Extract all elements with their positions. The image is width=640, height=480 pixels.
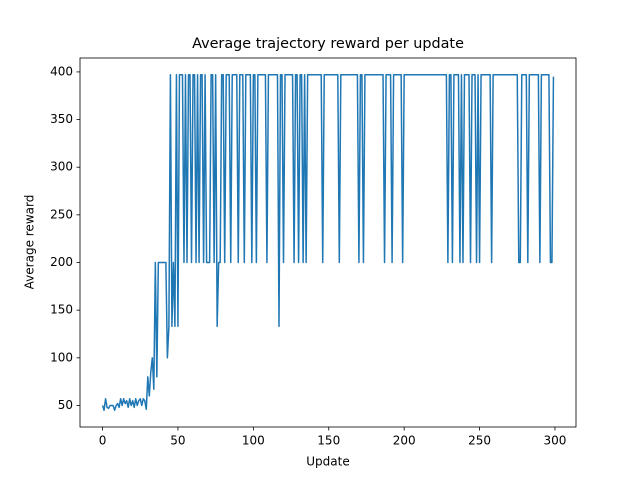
x-tick-label: 100 bbox=[242, 434, 265, 448]
x-tick-label: 0 bbox=[99, 434, 107, 448]
plot-frame bbox=[79, 57, 577, 428]
chart-title: Average trajectory reward per update bbox=[192, 36, 464, 52]
x-tick-label: 200 bbox=[393, 434, 416, 448]
x-tick-label: 50 bbox=[170, 434, 185, 448]
y-tick-label: 50 bbox=[58, 398, 73, 412]
x-tick-label: 250 bbox=[468, 434, 491, 448]
y-axis-label: Average reward bbox=[23, 195, 37, 290]
y-tick-label: 350 bbox=[50, 112, 73, 126]
x-tick-label: 300 bbox=[544, 434, 567, 448]
y-tick-label: 100 bbox=[50, 350, 73, 364]
line bbox=[101, 74, 555, 411]
x-axis-label: Update bbox=[306, 455, 349, 469]
y-tick-label: 250 bbox=[50, 207, 73, 221]
x-tick-label: 150 bbox=[317, 434, 340, 448]
y-tick-label: 300 bbox=[50, 160, 73, 174]
y-tick-label: 200 bbox=[50, 255, 73, 269]
y-tick-label: 150 bbox=[50, 303, 73, 317]
y-tick-label: 400 bbox=[50, 64, 73, 78]
